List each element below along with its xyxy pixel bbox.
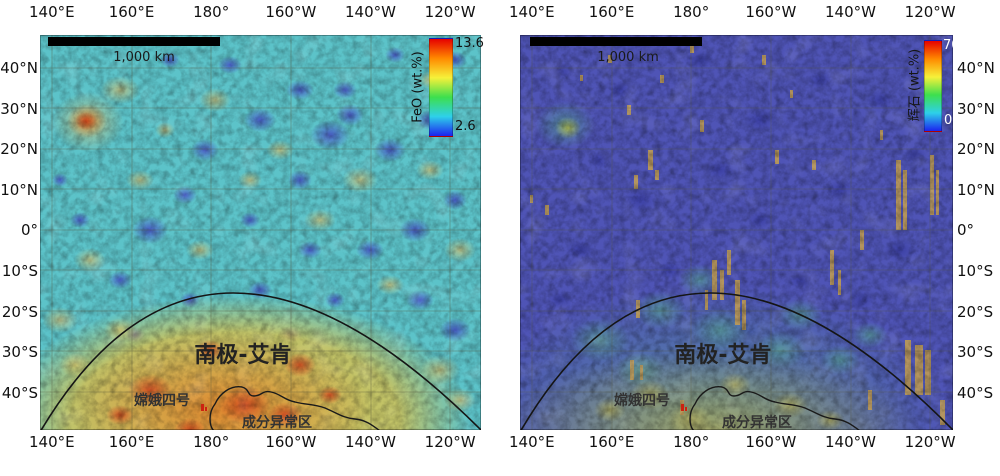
panel-border [40, 35, 481, 430]
lon-tick-label: 140°E [509, 433, 555, 451]
scale-bar-label: 1,000 km [597, 50, 659, 65]
lon-tick-label: 140°E [509, 3, 555, 21]
feo-colorbar-min: 2.6 [455, 119, 476, 134]
feo-top-longitude-axis: 140°E 160°E 180° 160°W 140°W 120°W [12, 2, 490, 22]
lon-tick-label: 120°W [904, 433, 956, 451]
composition-anomaly-outline [209, 386, 380, 430]
anomaly-name-label: 成分异常区 [722, 414, 792, 430]
pyx-colorbar-min: 0 [944, 113, 953, 128]
lon-tick-label: 160°W [265, 433, 317, 451]
lat-tick-label: 10°N [957, 180, 995, 199]
feo-colorbar [429, 38, 453, 137]
lon-tick-label: 180° [673, 433, 710, 451]
feo-bottom-longitude-axis: 140°E 160°E 180° 160°W 140°W 120°W [12, 432, 490, 452]
lon-tick-label: 160°E [108, 3, 155, 21]
scale-bar [48, 37, 220, 46]
lon-tick-label: 160°W [745, 433, 797, 451]
lat-tick-label: 20°N [957, 140, 995, 159]
lat-tick-label: 0° [20, 221, 38, 240]
lat-tick-label: 30°S [957, 343, 994, 362]
lander-marker [681, 404, 687, 411]
lat-tick-label: 20°S [1, 302, 38, 321]
lon-tick-label: 120°W [424, 3, 476, 21]
basin-name-label: 南极-艾肯 [674, 343, 771, 368]
anomaly-name-label: 成分异常区 [242, 414, 312, 430]
pyx-colorbar [924, 40, 942, 132]
lat-tick-label: 40°N [0, 59, 38, 78]
lon-tick-label: 160°W [745, 3, 797, 21]
lon-tick-label: 180° [193, 433, 230, 451]
lon-tick-label: 140°W [825, 3, 876, 21]
lon-tick-label: 180° [193, 3, 230, 21]
lon-tick-label: 160°E [588, 3, 635, 21]
lat-tick-label: 10°N [0, 180, 38, 199]
lon-tick-label: 160°E [588, 433, 635, 451]
lon-tick-label: 180° [673, 3, 710, 21]
lat-tick-label: 40°S [1, 383, 38, 402]
spa-basin-rim-arc [520, 292, 953, 430]
lon-tick-label: 140°W [345, 433, 396, 451]
lat-tick-label: 30°N [957, 99, 995, 118]
lon-tick-label: 140°W [825, 433, 876, 451]
lon-tick-label: 140°W [345, 3, 396, 21]
panel-border [520, 35, 953, 430]
lat-tick-label: 30°S [1, 343, 38, 362]
spa-basin-rim-arc [40, 292, 481, 430]
lon-tick-label: 140°E [29, 433, 75, 451]
lat-tick-label: 20°N [0, 140, 38, 159]
feo-map-panel: 1,000 km 南极-艾肯 嫦娥四号 成分异常区 [40, 35, 481, 430]
lander-name-label: 嫦娥四号 [614, 392, 670, 409]
graticule-grid [40, 35, 481, 430]
lat-tick-label: 20°S [957, 302, 994, 321]
lander-name-label: 嫦娥四号 [134, 392, 190, 409]
scale-bar-label: 1,000 km [113, 50, 175, 65]
lat-tick-label: 40°N [957, 59, 995, 78]
graticule-grid [520, 35, 953, 430]
lat-tick-label: 10°S [1, 262, 38, 281]
lat-tick-label: 40°S [957, 383, 994, 402]
lon-tick-label: 160°E [108, 433, 155, 451]
pyx-bottom-longitude-axis: 140°E 160°E 180° 160°W 140°W 120°W [492, 432, 970, 452]
basin-name-label: 南极-艾肯 [194, 343, 291, 368]
lat-tick-label: 30°N [0, 99, 38, 118]
scale-bar [530, 37, 702, 46]
lat-tick-label: 0° [957, 221, 975, 240]
feo-latitude-axis: 40°N 30°N 20°N 10°N 0° 10°S 20°S 30°S 40°S [0, 48, 38, 413]
lon-tick-label: 140°E [29, 3, 75, 21]
feo-colorbar-max: 13.6 [455, 36, 484, 51]
pyx-colorbar-max: 70 [943, 38, 960, 53]
pyroxene-map-panel: 1,000 km 南极-艾肯 嫦娥四号 成分异常区 [520, 35, 953, 430]
pyx-top-longitude-axis: 140°E 160°E 180° 160°W 140°W 120°W [492, 2, 970, 22]
lon-tick-label: 160°W [265, 3, 317, 21]
pyx-latitude-axis: 40°N 30°N 20°N 10°N 0° 10°S 20°S 30°S 40°S [957, 48, 1000, 413]
lon-tick-label: 120°W [424, 433, 476, 451]
lat-tick-label: 10°S [957, 262, 994, 281]
pyx-colorbar-title: 辉石 (wt.%) [907, 48, 923, 122]
lon-tick-label: 120°W [904, 3, 956, 21]
composition-anomaly-outline [689, 386, 860, 430]
feo-colorbar-title: FeO (wt.%) [410, 51, 426, 123]
lander-marker [201, 404, 207, 411]
